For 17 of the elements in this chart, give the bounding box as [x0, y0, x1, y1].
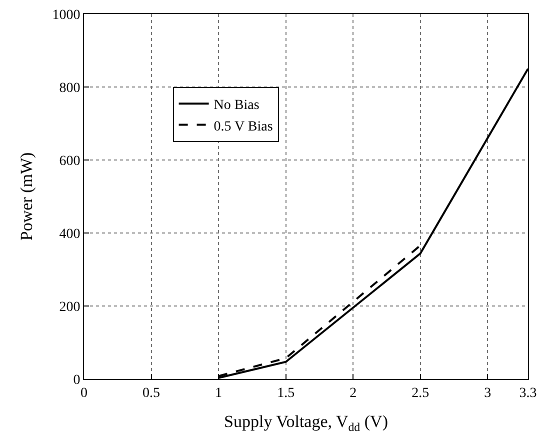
y-tick-label: 0 [73, 372, 80, 388]
x-tick-label: 1 [215, 386, 222, 401]
y-tick-label: 600 [59, 154, 80, 169]
x-tick-label: 3.3 [519, 386, 537, 401]
y-tick-label: 1000 [52, 8, 80, 23]
y-tick-label: 800 [59, 80, 80, 96]
x-tick-label: 2 [350, 386, 357, 401]
x-tick-label: 1.5 [277, 386, 295, 401]
y-tick-label: 200 [59, 300, 80, 315]
x-tick-label: 2.5 [412, 386, 430, 401]
y-axis-title: Power (mW) [16, 152, 36, 241]
legend-label: No Bias [214, 98, 260, 114]
x-tick-label: 3 [484, 386, 492, 401]
x-axis-title: Supply Voltage, V$_{dd}$ (V) [224, 412, 388, 434]
x-tick-label: 0.5 [142, 386, 160, 401]
y-tick-label: 400 [59, 226, 80, 242]
legend-label: 0.5 V Bias [214, 119, 273, 134]
